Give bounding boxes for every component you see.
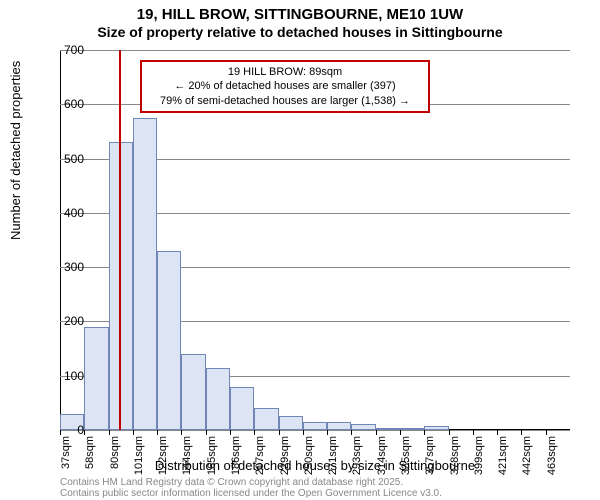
xtick-mark: [109, 430, 110, 435]
plot-area: 19 HILL BROW: 89sqm← 20% of detached hou…: [60, 50, 570, 430]
xtick-mark: [133, 430, 134, 435]
histogram-bar: [351, 424, 375, 431]
ytick-label: 700: [44, 43, 84, 57]
callout-line: 19 HILL BROW: 89sqm: [148, 65, 422, 79]
xtick-label: 357sqm: [424, 436, 436, 476]
ytick-label: 0: [44, 423, 84, 437]
xtick-label: 293sqm: [351, 436, 363, 476]
histogram-bar: [181, 354, 205, 430]
xtick-label: 207sqm: [254, 436, 266, 476]
xtick-label: 186sqm: [230, 436, 242, 476]
xtick-label: 165sqm: [206, 436, 218, 476]
histogram-bar: [376, 428, 400, 430]
xtick-mark: [376, 430, 377, 435]
y-axis-label: Number of detached properties: [8, 61, 23, 240]
xtick-mark: [473, 430, 474, 435]
xtick-mark: [206, 430, 207, 435]
xtick-mark: [351, 430, 352, 435]
ytick-label: 400: [44, 206, 84, 220]
histogram-bar: [254, 408, 278, 430]
callout-line: ← 20% of detached houses are smaller (39…: [148, 79, 422, 93]
histogram-bar: [133, 118, 157, 430]
xtick-mark: [521, 430, 522, 435]
xtick-mark: [424, 430, 425, 435]
xtick-label: 463sqm: [546, 436, 558, 476]
callout-line: 79% of semi-detached houses are larger (…: [148, 94, 422, 108]
histogram-bar: [279, 416, 303, 430]
xtick-mark: [84, 430, 85, 435]
xtick-mark: [157, 430, 158, 435]
xtick-label: 144sqm: [181, 436, 193, 476]
histogram-bar: [303, 422, 327, 430]
xtick-label: 229sqm: [279, 436, 291, 476]
xtick-label: 58sqm: [84, 436, 96, 476]
histogram-bar: [400, 428, 424, 430]
copyright-text: Contains HM Land Registry data © Crown c…: [60, 477, 442, 499]
ytick-label: 100: [44, 369, 84, 383]
chart-title-line2: Size of property relative to detached ho…: [0, 24, 600, 40]
property-marker-line: [119, 50, 121, 430]
ytick-label: 600: [44, 97, 84, 111]
xtick-mark: [327, 430, 328, 435]
xtick-mark: [400, 430, 401, 435]
xtick-label: 250sqm: [303, 436, 315, 476]
xtick-mark: [303, 430, 304, 435]
xtick-label: 335sqm: [400, 436, 412, 476]
xtick-mark: [497, 430, 498, 435]
xtick-label: 399sqm: [473, 436, 485, 476]
ytick-label: 200: [44, 314, 84, 328]
histogram-bar: [230, 387, 254, 430]
histogram-chart: 19, HILL BROW, SITTINGBOURNE, ME10 1UW S…: [0, 0, 600, 500]
xtick-mark: [279, 430, 280, 435]
histogram-bar: [157, 251, 181, 430]
histogram-bar: [327, 422, 351, 430]
histogram-bar: [424, 426, 448, 430]
chart-title-line1: 19, HILL BROW, SITTINGBOURNE, ME10 1UW: [0, 6, 600, 23]
xtick-label: 101sqm: [133, 436, 145, 476]
copyright-line1: Contains HM Land Registry data © Crown c…: [60, 477, 442, 488]
xtick-mark: [546, 430, 547, 435]
xtick-label: 122sqm: [157, 436, 169, 476]
histogram-bar: [84, 327, 108, 430]
xtick-label: 37sqm: [60, 436, 72, 476]
xtick-label: 80sqm: [109, 436, 121, 476]
xtick-mark: [230, 430, 231, 435]
xtick-mark: [449, 430, 450, 435]
xtick-label: 314sqm: [376, 436, 388, 476]
xtick-mark: [254, 430, 255, 435]
copyright-line2: Contains public sector information licen…: [60, 488, 442, 499]
gridline: [60, 430, 570, 431]
histogram-bar: [206, 368, 230, 430]
property-callout: 19 HILL BROW: 89sqm← 20% of detached hou…: [140, 60, 430, 113]
ytick-label: 500: [44, 152, 84, 166]
gridline: [60, 50, 570, 51]
ytick-label: 300: [44, 260, 84, 274]
xtick-label: 378sqm: [449, 436, 461, 476]
xtick-mark: [181, 430, 182, 435]
xtick-label: 421sqm: [497, 436, 509, 476]
xtick-label: 442sqm: [521, 436, 533, 476]
xtick-label: 271sqm: [327, 436, 339, 476]
